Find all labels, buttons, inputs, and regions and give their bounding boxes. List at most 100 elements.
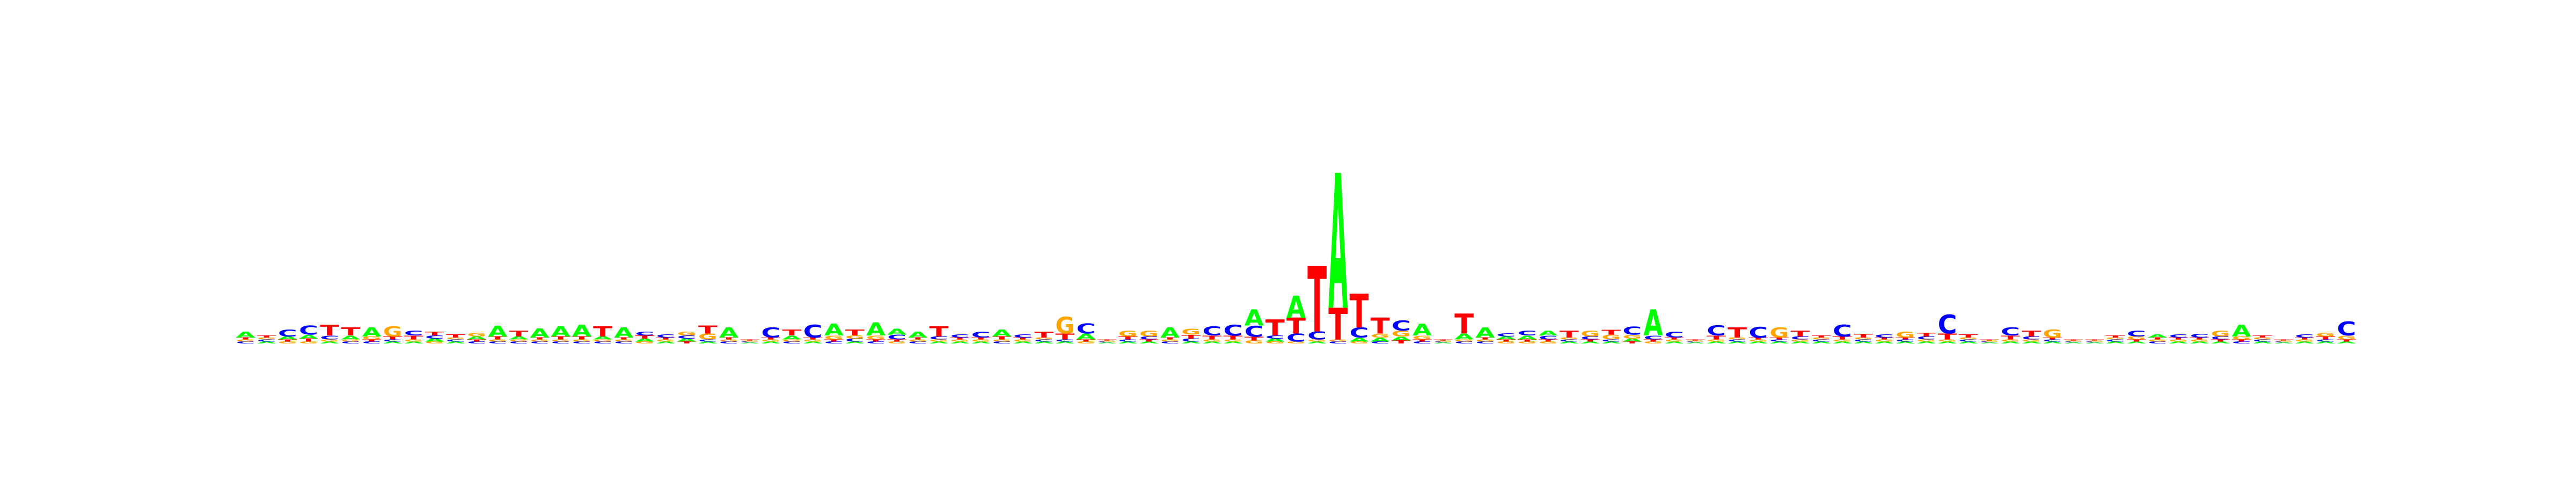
nucleotide-A: A <box>278 336 297 341</box>
nucleotide-G: G <box>425 341 444 344</box>
nucleotide-C: C <box>572 341 591 344</box>
nucleotide-G: G <box>2337 334 2356 341</box>
nucleotide-C: C <box>2316 339 2335 342</box>
nucleotide-C: C <box>1580 336 1600 341</box>
nucleotide-A: A <box>383 341 403 344</box>
nucleotide-A: A <box>761 341 781 344</box>
nucleotide-G: G <box>971 339 991 342</box>
nucleotide-T: T <box>404 334 423 341</box>
nucleotide-T: T <box>1181 333 1201 340</box>
nucleotide-G: G <box>1644 341 1663 344</box>
nucleotide-G: G <box>1686 340 1705 342</box>
nucleotide-T: T <box>551 336 570 341</box>
nucleotide-G: G <box>1707 339 1726 342</box>
nucleotide-G: G <box>761 339 780 342</box>
nucleotide-C: C <box>236 341 255 344</box>
nucleotide-G: G <box>2190 339 2209 342</box>
nucleotide-C: C <box>845 338 865 342</box>
nucleotide-G: G <box>1622 333 1642 340</box>
nucleotide-C: C <box>425 335 444 340</box>
nucleotide-C: C <box>2001 325 2020 338</box>
nucleotide-A: A <box>593 336 612 341</box>
nucleotide-T: T <box>2063 339 2083 341</box>
nucleotide-C: C <box>1854 339 1873 342</box>
nucleotide-C: C <box>1433 341 1453 343</box>
nucleotide-G: G <box>509 339 529 342</box>
nucleotide-G: G <box>1916 339 1936 342</box>
nucleotide-T: T <box>320 321 339 339</box>
nucleotide-C: C <box>1622 324 1642 337</box>
nucleotide-A: A <box>2022 341 2041 344</box>
nucleotide-A: A <box>1875 341 1894 344</box>
nucleotide-A: A <box>1959 341 1979 344</box>
nucleotide-C: C <box>1013 334 1033 339</box>
nucleotide-C: C <box>698 339 718 342</box>
nucleotide-C: C <box>1539 334 1558 341</box>
nucleotide-G: G <box>845 335 865 340</box>
nucleotide-G: G <box>2063 340 2083 342</box>
nucleotide-G: G <box>1013 339 1033 342</box>
nucleotide-C: C <box>908 341 927 344</box>
nucleotide-G: G <box>1601 333 1621 341</box>
nucleotide-G: G <box>803 339 823 342</box>
nucleotide-C: C <box>1601 339 1621 342</box>
nucleotide-C: C <box>1349 325 1368 341</box>
nucleotide-T: T <box>1139 339 1159 342</box>
nucleotide-C: C <box>1371 341 1390 344</box>
nucleotide-A: A <box>1916 341 1936 344</box>
nucleotide-A: A <box>1665 341 1685 344</box>
nucleotide-A: A <box>908 330 927 340</box>
nucleotide-T: T <box>383 336 402 341</box>
nucleotide-G: G <box>656 339 676 342</box>
nucleotide-G: G <box>278 341 297 344</box>
nucleotide-T: T <box>1748 337 1768 340</box>
nucleotide-G: G <box>1580 329 1600 339</box>
nucleotide-G: G <box>1980 340 1999 342</box>
nucleotide-C: C <box>1644 334 1663 341</box>
nucleotide-C: C <box>677 335 697 340</box>
nucleotide-A: A <box>1077 332 1096 342</box>
nucleotide-C: C <box>1097 341 1117 343</box>
nucleotide-G: G <box>719 339 738 342</box>
nucleotide-A: A <box>2211 341 2231 344</box>
nucleotide-G: G <box>341 339 360 342</box>
nucleotide-G: G <box>1875 339 1894 342</box>
nucleotide-G: G <box>1854 337 1873 340</box>
nucleotide-C: C <box>1916 336 1936 341</box>
nucleotide-C: C <box>446 339 465 342</box>
nucleotide-G: G <box>1518 341 1537 344</box>
nucleotide-G: G <box>2169 339 2188 342</box>
logo-stacks: CGTAACGTGTACGTACAGCTCGATCTGAACTGAGTCGACT… <box>236 136 2357 353</box>
nucleotide-T: T <box>656 337 676 340</box>
nucleotide-T: T <box>1496 339 1516 342</box>
nucleotide-T: T <box>467 339 487 342</box>
nucleotide-T: T <box>1224 334 1243 341</box>
nucleotide-G: G <box>404 339 423 342</box>
nucleotide-A: A <box>1622 338 1642 342</box>
nucleotide-T: T <box>1707 334 1726 341</box>
nucleotide-A: A <box>1980 342 2000 344</box>
